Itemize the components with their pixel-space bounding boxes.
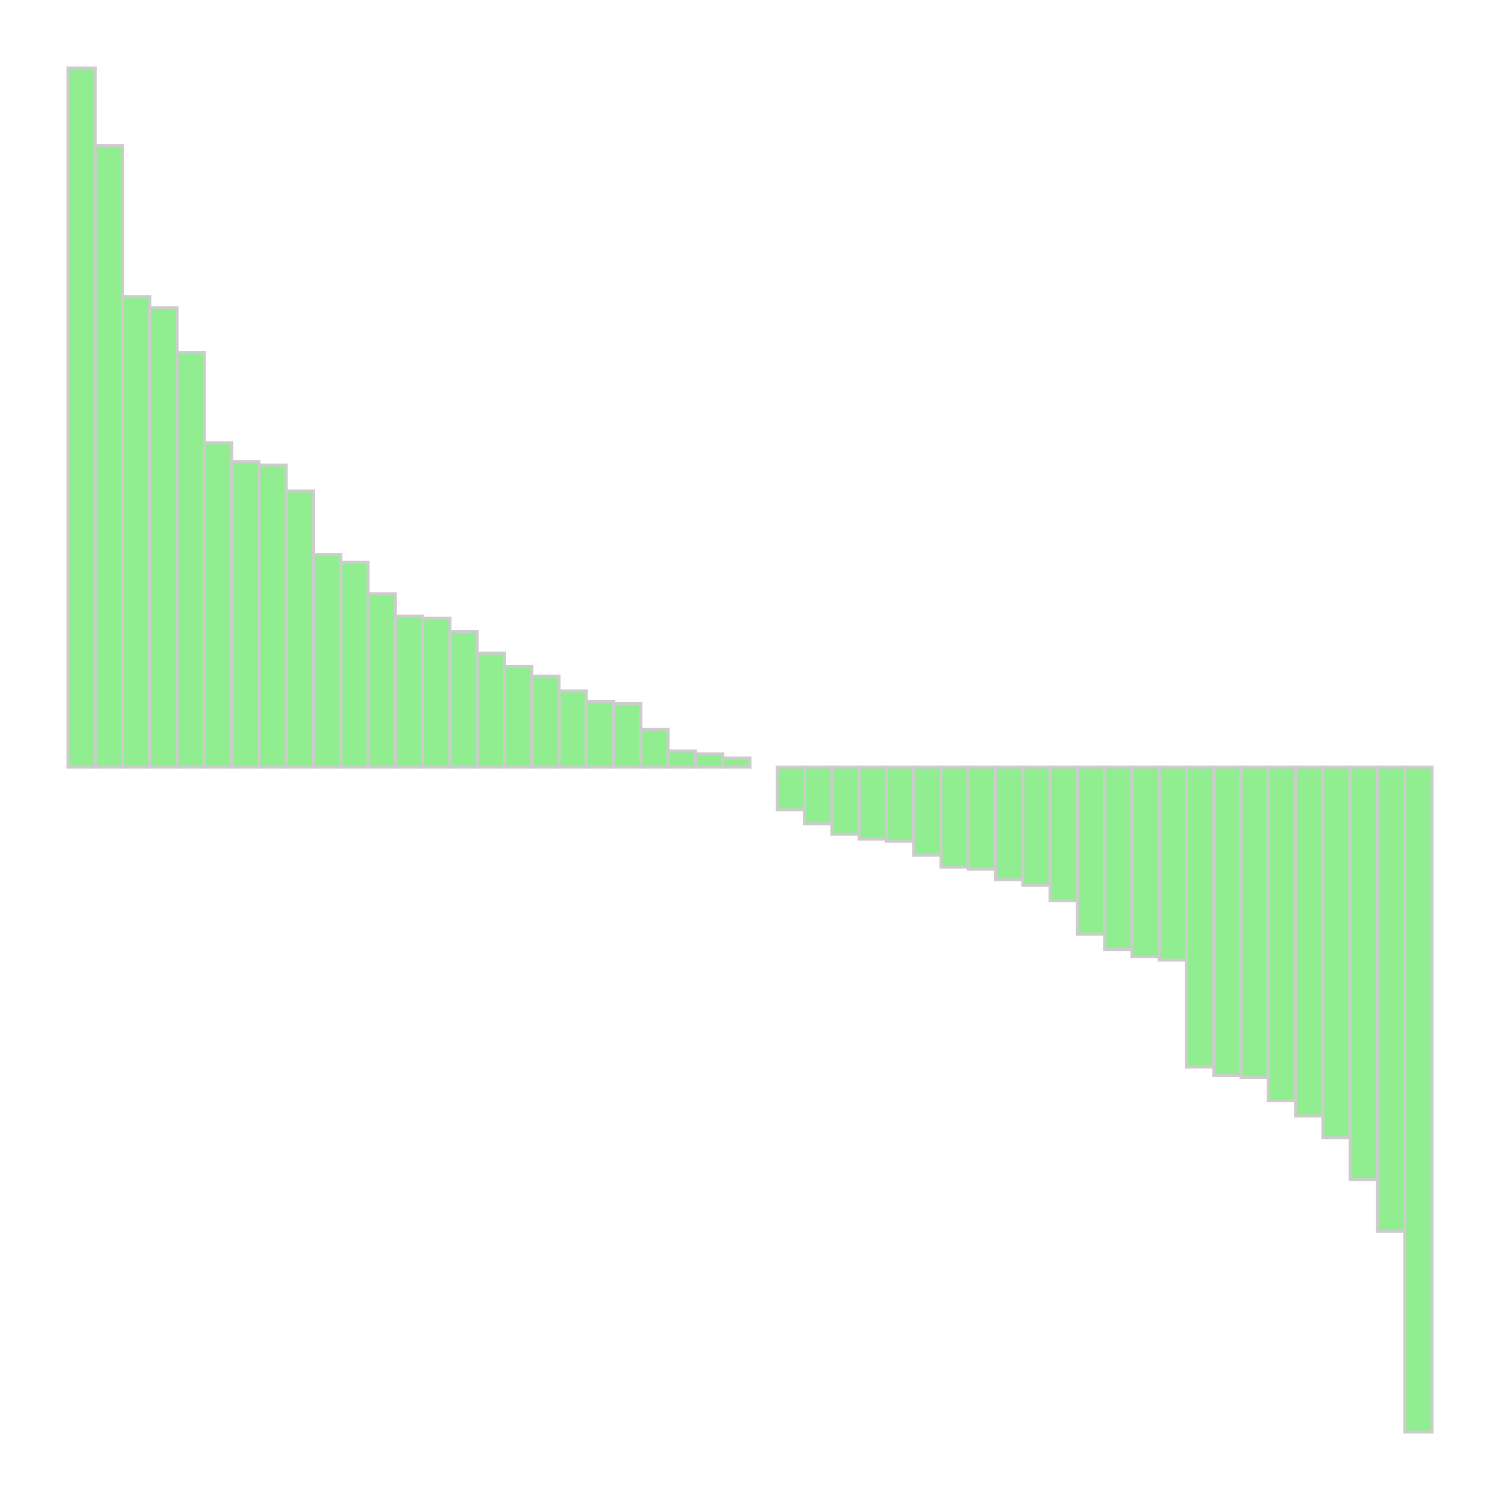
bar-28 xyxy=(803,765,834,826)
bar-9 xyxy=(284,489,316,769)
bar-25 xyxy=(721,756,752,769)
bar-27 xyxy=(775,765,807,812)
bar-4 xyxy=(148,306,179,769)
bar-40 xyxy=(1130,765,1161,959)
bar-8 xyxy=(257,463,288,769)
bar-21 xyxy=(612,702,643,769)
bar-44 xyxy=(1239,765,1270,1080)
bar-17 xyxy=(502,664,534,769)
bar-24 xyxy=(693,752,725,769)
bar-16 xyxy=(475,651,506,769)
bar-45 xyxy=(1266,765,1298,1103)
bar-36 xyxy=(1021,765,1052,887)
bar-22 xyxy=(639,727,670,769)
bar-34 xyxy=(966,765,998,871)
bar-38 xyxy=(1075,765,1107,936)
bar-10 xyxy=(312,553,343,769)
bar-29 xyxy=(830,765,861,836)
bar-5 xyxy=(175,351,206,769)
bar-2 xyxy=(93,144,125,769)
bar-6 xyxy=(202,441,234,769)
bar-41 xyxy=(1157,765,1188,962)
bar-35 xyxy=(994,765,1025,882)
bar-33 xyxy=(939,765,970,869)
bar-14 xyxy=(421,616,452,769)
bar-30 xyxy=(857,765,888,841)
bar-50 xyxy=(1403,765,1434,1434)
bar-12 xyxy=(366,592,397,769)
bar-7 xyxy=(230,460,261,769)
bar-39 xyxy=(1103,765,1134,952)
bar-49 xyxy=(1375,765,1407,1233)
bar-47 xyxy=(1321,765,1352,1140)
bar-13 xyxy=(393,614,425,769)
bar-37 xyxy=(1048,765,1079,903)
bar-19 xyxy=(557,689,588,769)
bar-42 xyxy=(1184,765,1216,1069)
bar-43 xyxy=(1212,765,1243,1077)
bar-11 xyxy=(339,560,370,769)
bar-1 xyxy=(66,66,97,769)
bar-20 xyxy=(584,699,616,769)
bar-18 xyxy=(530,674,561,769)
bar-15 xyxy=(448,630,479,769)
bar-31 xyxy=(884,765,916,843)
bar-32 xyxy=(912,765,943,857)
bar-3 xyxy=(121,295,152,769)
bar-48 xyxy=(1348,765,1379,1182)
bar-series xyxy=(66,66,1434,1434)
bar-46 xyxy=(1294,765,1325,1118)
bar-23 xyxy=(666,749,697,769)
